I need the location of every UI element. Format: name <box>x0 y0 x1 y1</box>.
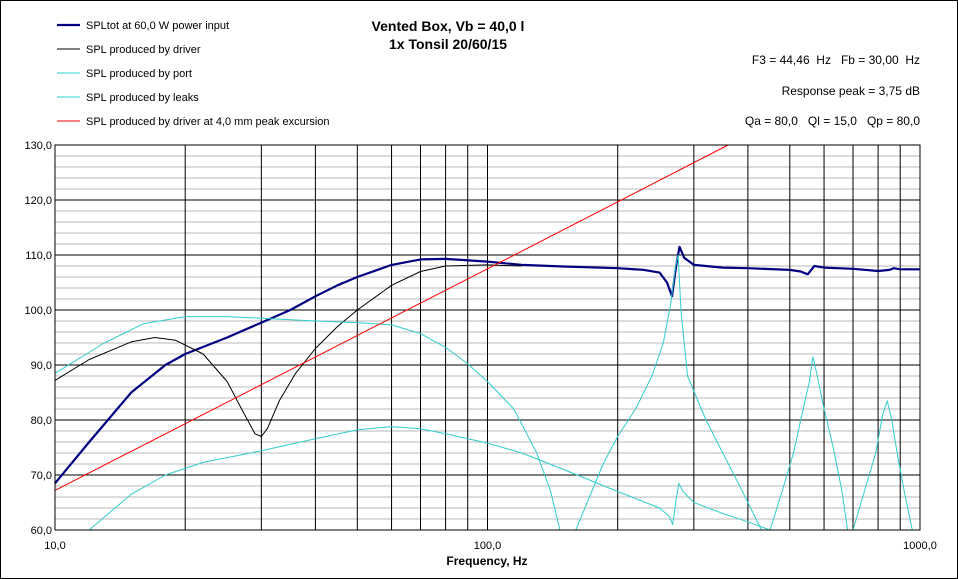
series-line-2 <box>54 316 561 531</box>
x-axis-label: Frequency, Hz <box>446 554 527 568</box>
series-line-4 <box>575 254 762 531</box>
series-line-7 <box>54 144 729 491</box>
x-tick-label: 100,0 <box>474 540 502 552</box>
legend: SPLtot at 60,0 W power input SPL produced… <box>57 20 330 128</box>
y-tick-label: 100,0 <box>24 305 52 317</box>
info-f3-fb: F3 = 44,46 Hz Fb = 30,00 Hz <box>752 53 920 67</box>
y-tick-label: 110,0 <box>25 250 52 262</box>
y-tick-label: 80,0 <box>31 415 52 427</box>
series-group <box>54 144 920 531</box>
info-response-peak: Response peak = 3,75 dB <box>782 84 920 98</box>
legend-label: SPL produced by leaks <box>86 92 199 104</box>
legend-label: SPL produced by driver at 4,0 mm peak ex… <box>86 116 330 128</box>
chart-title-line-1: Vented Box, Vb = 40,0 l <box>372 18 525 34</box>
y-tick-label: 90,0 <box>31 360 52 372</box>
series-line-1 <box>54 264 522 437</box>
y-tick-label: 120,0 <box>24 195 52 207</box>
series-line-3 <box>88 426 771 531</box>
y-tick-label: 130,0 <box>24 140 52 152</box>
x-tick-labels: 10,0 100,0 1000,0 <box>44 540 937 552</box>
legend-label: SPL produced by port <box>86 68 192 80</box>
chart-title-line-2: 1x Tonsil 20/60/15 <box>389 36 507 52</box>
y-tick-label: 60,0 <box>31 525 52 537</box>
y-tick-label: 70,0 <box>31 470 52 482</box>
x-tick-label: 10,0 <box>44 540 65 552</box>
y-tick-labels: 60,0 70,0 80,0 90,0 100,0 110,0 120,0 130,0 <box>24 140 52 537</box>
info-q-values: Qa = 80,0 Ql = 15,0 Qp = 80,0 <box>745 114 920 128</box>
series-line-6 <box>852 400 913 531</box>
legend-label: SPL produced by driver <box>86 44 201 56</box>
x-tick-label: 1000,0 <box>903 540 937 552</box>
plot-area-border <box>54 144 921 531</box>
grid <box>54 144 920 531</box>
series-line-5 <box>769 356 849 531</box>
legend-label: SPLtot at 60,0 W power input <box>86 20 229 32</box>
